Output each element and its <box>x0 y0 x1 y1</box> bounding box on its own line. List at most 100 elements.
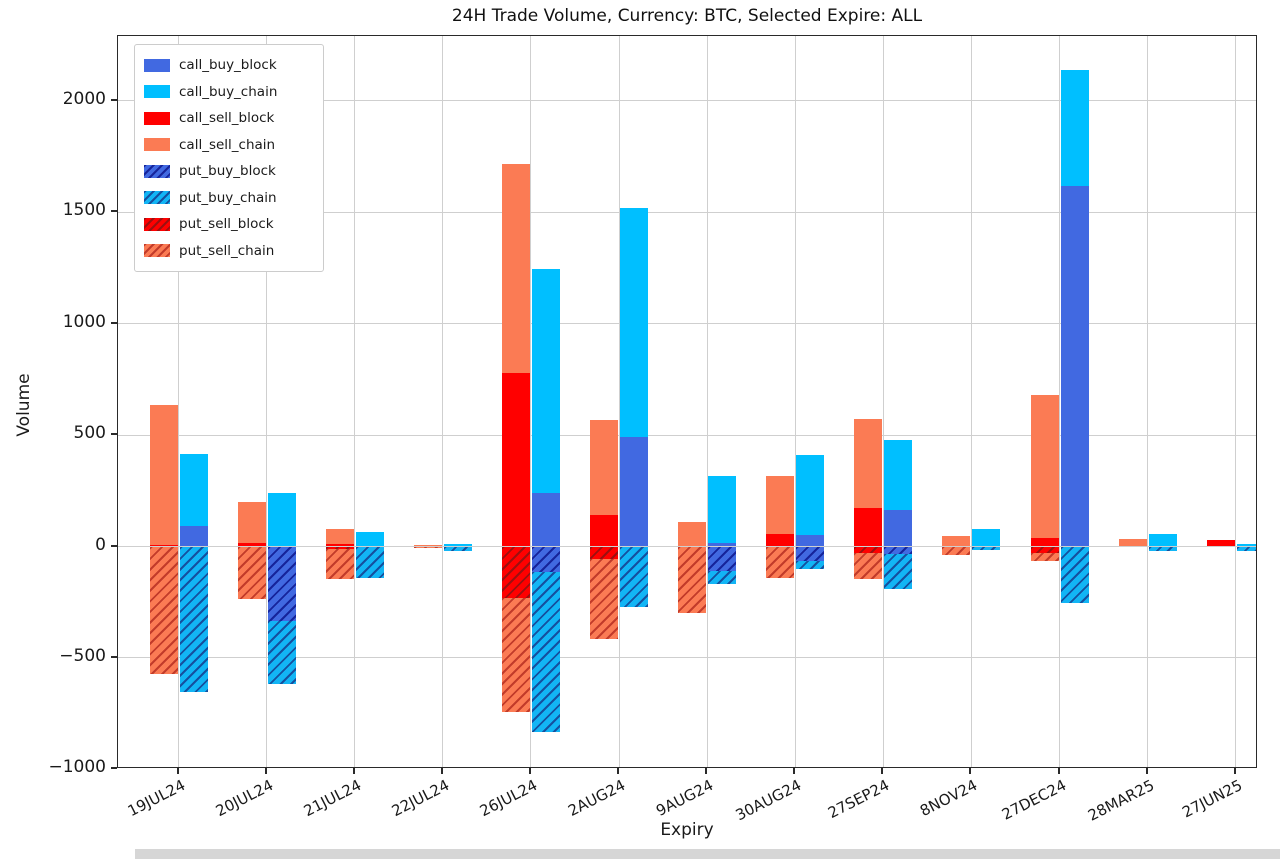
legend-swatch-put_buy_block <box>144 164 170 178</box>
bar-segment-put_sell_chain-26JUL24 <box>501 598 530 713</box>
plot-area <box>117 35 1257 768</box>
bar-segment-put_sell_block-27DEC24 <box>1030 546 1059 554</box>
y-tick-mark <box>111 210 117 213</box>
bar-segment-call_buy_chain-8NOV24 <box>972 528 1001 547</box>
bar-segment-put_buy_chain-26JUL24 <box>531 572 560 733</box>
bar-segment-put_sell_chain-30AUG24 <box>766 546 795 578</box>
gridline-horizontal <box>118 323 1256 325</box>
legend-label: call_buy_block <box>179 57 277 74</box>
y-tick-mark <box>111 98 117 101</box>
bar-segment-call_sell_block-21JUL24 <box>325 543 354 547</box>
bar-segment-put_buy_chain-30AUG24 <box>796 560 825 570</box>
bar-segment-call_sell_chain-19JUL24 <box>149 405 178 546</box>
bar-segment-put_sell_chain-8NOV24 <box>942 546 971 556</box>
y-axis-label: Volume <box>14 373 34 437</box>
x-tick-mark <box>528 768 531 774</box>
gridline-vertical <box>530 36 532 767</box>
bar-segment-call_sell_block-27DEC24 <box>1030 538 1059 547</box>
x-tick-mark <box>1233 768 1236 774</box>
bar-segment-call_sell_chain-8NOV24 <box>942 536 971 547</box>
bar-segment-call_buy_chain-19JUL24 <box>179 454 208 527</box>
bar-segment-call_buy_block-2AUG24 <box>620 437 648 547</box>
y-tick-mark <box>111 655 117 658</box>
gridline-horizontal <box>118 100 1256 102</box>
gridline-vertical <box>442 36 444 767</box>
bar-segment-call_sell_chain-9AUG24 <box>678 521 707 547</box>
legend-item-put_sell_chain: put_sell_chain <box>144 238 313 265</box>
bar-segment-put_sell_block-27SEP24 <box>854 546 883 554</box>
bar-segment-call_sell_chain-27SEP24 <box>854 418 883 508</box>
gridline-vertical <box>970 36 972 767</box>
bar-segment-put_buy_chain-9AUG24 <box>708 571 737 585</box>
y-tick-mark <box>111 321 117 324</box>
legend-item-call_sell_chain: call_sell_chain <box>144 132 313 159</box>
gridline-vertical <box>794 36 796 767</box>
bar-segment-put_buy_chain-21JUL24 <box>355 546 384 579</box>
bar-segment-put_sell_chain-21JUL24 <box>325 548 354 580</box>
bar-segment-put_buy_chain-27DEC24 <box>1060 546 1089 604</box>
y-tick-label: 500 <box>73 423 106 444</box>
legend-label: put_sell_chain <box>179 242 275 259</box>
bar-segment-call_sell_chain-28MAR25 <box>1118 538 1147 547</box>
bar-segment-put_buy_chain-20JUL24 <box>267 621 296 684</box>
bar-segment-put_sell_block-21JUL24 <box>325 546 354 549</box>
bar-segment-put_buy_block-9AUG24 <box>708 546 737 572</box>
x-tick-mark <box>793 768 796 774</box>
bar-segment-call_sell_block-20JUL24 <box>237 543 266 547</box>
bar-segment-put_buy_block-20JUL24 <box>267 546 296 622</box>
bar-segment-call_buy_block-19JUL24 <box>179 526 208 547</box>
gridline-vertical <box>882 36 884 767</box>
y-tick-label: 2000 <box>62 88 106 109</box>
gridline-vertical <box>178 36 179 767</box>
bar-segment-put_sell_block-2AUG24 <box>590 546 618 560</box>
x-axis-label: Expiry <box>660 820 714 840</box>
bar-segment-call_sell_chain-27DEC24 <box>1030 394 1059 539</box>
gridline-vertical <box>266 36 268 767</box>
bar-segment-call_buy_chain-27DEC24 <box>1060 69 1089 186</box>
bar-segment-call_buy_chain-28MAR25 <box>1148 534 1177 547</box>
bar-segment-call_buy_block-9AUG24 <box>708 543 737 547</box>
bar-segment-call_sell_block-26JUL24 <box>501 372 530 547</box>
x-tick-mark <box>881 768 884 774</box>
bar-segment-call_buy_block-27SEP24 <box>884 509 913 547</box>
legend-label: put_sell_block <box>179 216 274 233</box>
y-tick-label: −500 <box>59 645 106 666</box>
legend-item-call_buy_block: call_buy_block <box>144 52 313 79</box>
bar-segment-put_buy_chain-28MAR25 <box>1148 546 1177 551</box>
bar-segment-put_sell_block-26JUL24 <box>501 546 530 599</box>
bar-segment-call_sell_chain-30AUG24 <box>766 475 795 534</box>
legend-swatch-call_buy_chain <box>144 85 170 99</box>
legend-swatch-put_sell_block <box>144 217 170 231</box>
x-tick-mark <box>176 768 179 774</box>
legend-item-put_buy_chain: put_buy_chain <box>144 185 313 212</box>
bar-segment-call_sell_chain-22JUL24 <box>413 545 442 547</box>
gridline-horizontal <box>118 434 1256 436</box>
bar-segment-put_buy_chain-19JUL24 <box>179 546 208 693</box>
legend-item-put_sell_block: put_sell_block <box>144 211 313 238</box>
bar-segment-call_sell_block-27SEP24 <box>854 507 883 547</box>
bar-segment-put_buy_chain-8NOV24 <box>972 546 1001 550</box>
x-tick-mark <box>440 768 443 774</box>
bar-segment-call_buy_chain-21JUL24 <box>355 531 384 547</box>
bar-segment-put_sell_chain-20JUL24 <box>237 546 266 600</box>
bar-segment-put_sell_chain-2AUG24 <box>590 559 618 639</box>
bar-segment-call_buy_chain-26JUL24 <box>531 269 560 494</box>
y-tick-label: 1000 <box>62 311 106 332</box>
bar-segment-put_buy_block-26JUL24 <box>531 546 560 573</box>
bar-segment-put_buy_chain-27SEP24 <box>884 554 913 590</box>
bar-segment-call_buy_chain-2AUG24 <box>620 207 648 438</box>
x-tick-mark <box>969 768 972 774</box>
x-tick-mark <box>617 768 619 774</box>
bar-segment-call_buy_chain-9AUG24 <box>708 476 737 544</box>
bar-segment-call_sell_block-30AUG24 <box>766 533 795 547</box>
x-tick-mark <box>352 768 355 774</box>
bar-segment-put_buy_block-27SEP24 <box>884 546 913 555</box>
y-tick-label: 0 <box>95 534 106 555</box>
gridline-vertical <box>706 36 708 767</box>
bar-segment-put_buy_chain-27JUN25 <box>1236 546 1256 551</box>
legend-item-call_sell_block: call_sell_block <box>144 105 313 132</box>
window-edge-strip <box>135 849 1280 859</box>
y-tick-mark <box>111 767 117 770</box>
chart-title: 24H Trade Volume, Currency: BTC, Selecte… <box>451 6 923 26</box>
legend-item-call_buy_chain: call_buy_chain <box>144 79 313 106</box>
